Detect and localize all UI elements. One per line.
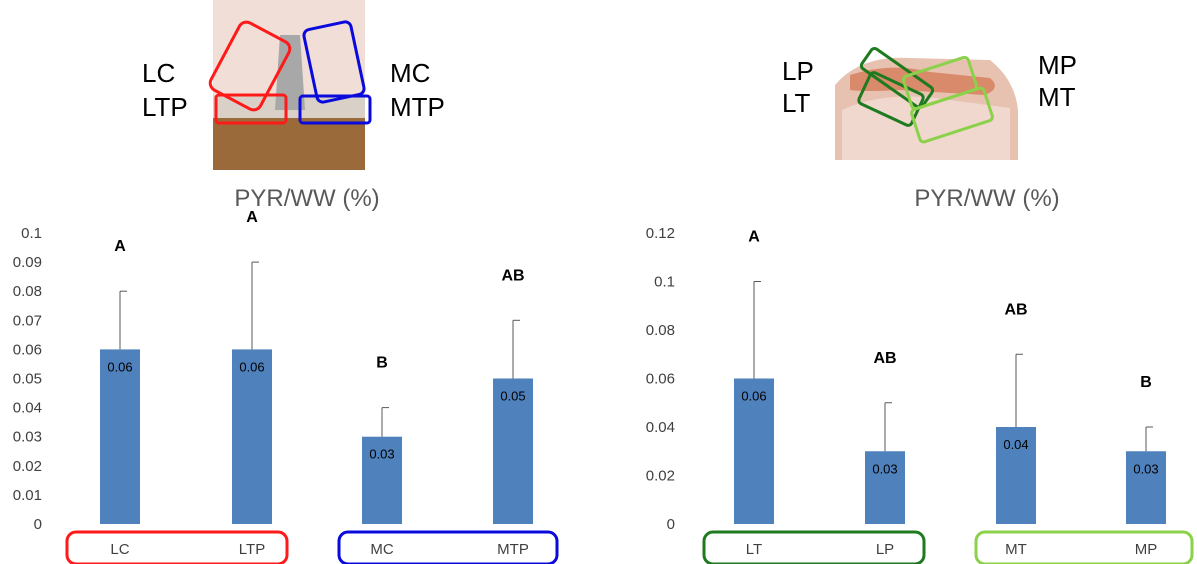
mt-region-box [910,86,994,144]
category-group-box [337,530,559,564]
lc-region-box [208,20,292,112]
knee-side-tibia-shape [842,96,1010,160]
knee-label-ltp: LTP [142,92,188,122]
knee-label-mtp: MTP [390,92,445,122]
y-tick-label: 0.02 [646,468,675,485]
mc-region-box [302,20,366,104]
category-label-lt: LT [746,541,762,558]
bar-lc [100,349,140,524]
y-tick-label: 0.04 [13,400,42,417]
data-label-mc: 0.03 [369,447,394,462]
chart-1-title: PYR/WW (%) [234,185,379,212]
y-tick-label: 0.1 [654,274,675,291]
category-group-box [702,530,926,564]
bar-mc [362,436,402,524]
category-label-lc: LC [110,541,129,558]
y-tick-label: 0.01 [13,487,42,504]
significance-label-mc: B [376,355,388,372]
bar-mp [1126,451,1166,524]
y-tick-label: 0.07 [13,312,42,329]
knee-tibia-shape [213,118,365,170]
knee-ligament-shape [275,35,305,110]
y-tick-label: 0.08 [13,283,42,300]
data-label-mtp: 0.05 [500,389,525,404]
significance-label-mtp: AB [501,267,524,284]
y-tick-label: 0.06 [646,371,675,388]
category-label-mc: MC [370,541,393,558]
bar-mtp [493,378,533,524]
category-group-box [974,530,1194,564]
data-label-lc: 0.06 [107,359,132,374]
knee-side-illustration: LP LT MP MT [782,47,1077,160]
category-label-ltp: LTP [239,541,265,558]
chart-2-title: PYR/WW (%) [914,185,1059,212]
y-tick-label: 0 [667,516,675,533]
y-tick-label: 0.09 [13,254,42,271]
category-label-lp: LP [876,541,894,558]
y-tick-label: 0.05 [13,371,42,388]
ltp-region-box [214,93,288,125]
y-tick-label: 0.04 [646,419,675,436]
category-label-mp: MP [1135,541,1158,558]
y-tick-label: 0 [34,516,42,533]
y-tick-label: 0.1 [21,225,42,242]
bar-mt [996,427,1036,524]
chart-1-plot: 0 0.01 0.02 0.03 0.04 0.05 0.06 0.07 0.08 0.09 0.1… [13,209,559,564]
data-label-mt: 0.04 [1003,437,1028,452]
mtp-region-box [298,94,372,125]
y-tick-label: 0.02 [13,458,42,475]
chart-2-plot: 0 0.02 0.04 0.06 0.08 0.1 0.12 0.06 A LT 0.03 AB LP 0… [646,225,1194,564]
knee-label-lt: LT [782,88,811,118]
category-label-mt: MT [1005,541,1027,558]
lt-region-box [857,71,925,127]
data-label-mp: 0.03 [1133,461,1158,476]
y-tick-label: 0.12 [646,225,675,242]
significance-label-mt: AB [1004,301,1027,318]
knee-label-lp: LP [782,56,814,86]
knee-label-mc: MC [390,58,430,88]
knee-label-mt: MT [1038,82,1076,112]
knee-label-lc: LC [142,58,175,88]
y-tick-label: 0.06 [13,341,42,358]
y-tick-label: 0.03 [13,429,42,446]
significance-label-ltp: A [246,209,258,226]
bar-lt [734,378,774,524]
significance-label-lt: A [748,229,760,246]
significance-label-mp: B [1140,374,1152,391]
lp-region-box [859,47,935,109]
significance-label-lp: AB [873,350,896,367]
data-label-lp: 0.03 [872,461,897,476]
category-group-box [65,530,289,564]
knee-front-illustration: LC LTP MC MTP [142,0,445,170]
significance-label-lc: A [114,238,126,255]
bar-ltp [232,349,272,524]
knee-label-mp: MP [1038,50,1077,80]
category-label-mtp: MTP [497,541,529,558]
data-label-ltp: 0.06 [239,359,264,374]
data-label-lt: 0.06 [741,389,766,404]
bar-lp [865,451,905,524]
y-tick-label: 0.08 [646,322,675,339]
